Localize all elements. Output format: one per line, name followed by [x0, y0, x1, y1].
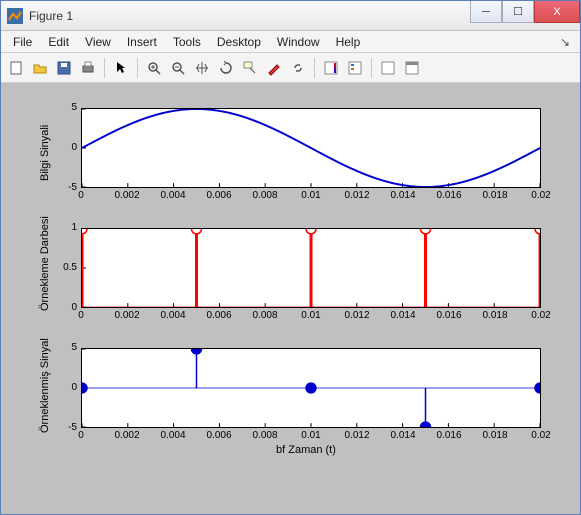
- xtick-label: 0: [66, 430, 96, 441]
- link-icon[interactable]: [287, 57, 309, 79]
- xtick-label: 0.014: [388, 430, 418, 441]
- toolbar-sep: [314, 58, 315, 78]
- xtick-label: 0.002: [112, 430, 142, 441]
- xtick-label: 0.018: [480, 430, 510, 441]
- menu-corner-icon[interactable]: ↘: [560, 35, 576, 49]
- menu-file[interactable]: File: [5, 33, 40, 51]
- zoom-in-icon[interactable]: [143, 57, 165, 79]
- menu-tools[interactable]: Tools: [165, 33, 209, 51]
- xlabel-shared: bf Zaman (t): [276, 444, 336, 456]
- layout1-icon[interactable]: [377, 57, 399, 79]
- plot-panel-p1[interactable]: [81, 108, 541, 188]
- zoom-out-icon[interactable]: [167, 57, 189, 79]
- ytick-label: 0.5: [47, 262, 77, 273]
- xtick-label: 0.01: [296, 190, 326, 201]
- xtick-label: 0.016: [434, 430, 464, 441]
- xtick-label: 0.002: [112, 190, 142, 201]
- menubar: File Edit View Insert Tools Desktop Wind…: [1, 31, 580, 53]
- xtick-label: 0.02: [526, 190, 556, 201]
- xtick-label: 0.008: [250, 310, 280, 321]
- window-title: Figure 1: [29, 9, 470, 23]
- xtick-label: 0: [66, 190, 96, 201]
- menu-insert[interactable]: Insert: [119, 33, 165, 51]
- layout2-icon[interactable]: [401, 57, 423, 79]
- plot-panel-p2[interactable]: [81, 228, 541, 308]
- menu-edit[interactable]: Edit: [40, 33, 77, 51]
- xtick-label: 0.01: [296, 430, 326, 441]
- ytick-label: 5: [47, 102, 77, 113]
- ytick-label: 5: [47, 342, 77, 353]
- window-buttons: ─ ☐ X: [470, 1, 580, 30]
- ytick-label: 1: [47, 222, 77, 233]
- xtick-label: 0.018: [480, 310, 510, 321]
- colorbar-icon[interactable]: [320, 57, 342, 79]
- toolbar: [1, 53, 580, 83]
- rotate-icon[interactable]: [215, 57, 237, 79]
- ytick-label: 0: [47, 142, 77, 153]
- open-icon[interactable]: [29, 57, 51, 79]
- plot-panel-p3[interactable]: [81, 348, 541, 428]
- app-icon: [7, 8, 23, 24]
- xtick-label: 0.014: [388, 190, 418, 201]
- xtick-label: 0.016: [434, 310, 464, 321]
- figure-area: -50500.0020.0040.0060.0080.010.0120.0140…: [1, 83, 580, 514]
- save-icon[interactable]: [53, 57, 75, 79]
- datacursor-icon[interactable]: [239, 57, 261, 79]
- menu-desktop[interactable]: Desktop: [209, 33, 269, 51]
- xtick-label: 0.012: [342, 190, 372, 201]
- legend-icon[interactable]: [344, 57, 366, 79]
- xtick-label: 0: [66, 310, 96, 321]
- xtick-label: 0.01: [296, 310, 326, 321]
- xtick-label: 0.012: [342, 310, 372, 321]
- print-icon[interactable]: [77, 57, 99, 79]
- xtick-label: 0.008: [250, 430, 280, 441]
- xtick-label: 0.004: [158, 190, 188, 201]
- brush-icon[interactable]: [263, 57, 285, 79]
- arrow-icon[interactable]: [110, 57, 132, 79]
- toolbar-sep: [137, 58, 138, 78]
- menu-view[interactable]: View: [77, 33, 119, 51]
- xtick-label: 0.006: [204, 190, 234, 201]
- ylabel-p1: Bilgi Sinyali: [39, 124, 51, 180]
- minimize-button[interactable]: ─: [470, 1, 502, 23]
- menu-help[interactable]: Help: [328, 33, 369, 51]
- ytick-label: 0: [47, 382, 77, 393]
- pan-icon[interactable]: [191, 57, 213, 79]
- menu-window[interactable]: Window: [269, 33, 328, 51]
- xtick-label: 0.006: [204, 310, 234, 321]
- toolbar-sep: [371, 58, 372, 78]
- xtick-label: 0.02: [526, 310, 556, 321]
- toolbar-sep: [104, 58, 105, 78]
- xtick-label: 0.014: [388, 310, 418, 321]
- xtick-label: 0.004: [158, 430, 188, 441]
- close-button[interactable]: X: [534, 1, 580, 23]
- titlebar: Figure 1 ─ ☐ X: [1, 1, 580, 31]
- xtick-label: 0.008: [250, 190, 280, 201]
- xtick-label: 0.006: [204, 430, 234, 441]
- xtick-label: 0.018: [480, 190, 510, 201]
- ylabel-p3: Örneklenmiş Sinyal: [39, 338, 51, 433]
- xtick-label: 0.012: [342, 430, 372, 441]
- ylabel-p2: Örnekleme Darbesi: [39, 216, 51, 311]
- xtick-label: 0.016: [434, 190, 464, 201]
- xtick-label: 0.002: [112, 310, 142, 321]
- xtick-label: 0.004: [158, 310, 188, 321]
- new-icon[interactable]: [5, 57, 27, 79]
- xtick-label: 0.02: [526, 430, 556, 441]
- maximize-button[interactable]: ☐: [502, 1, 534, 23]
